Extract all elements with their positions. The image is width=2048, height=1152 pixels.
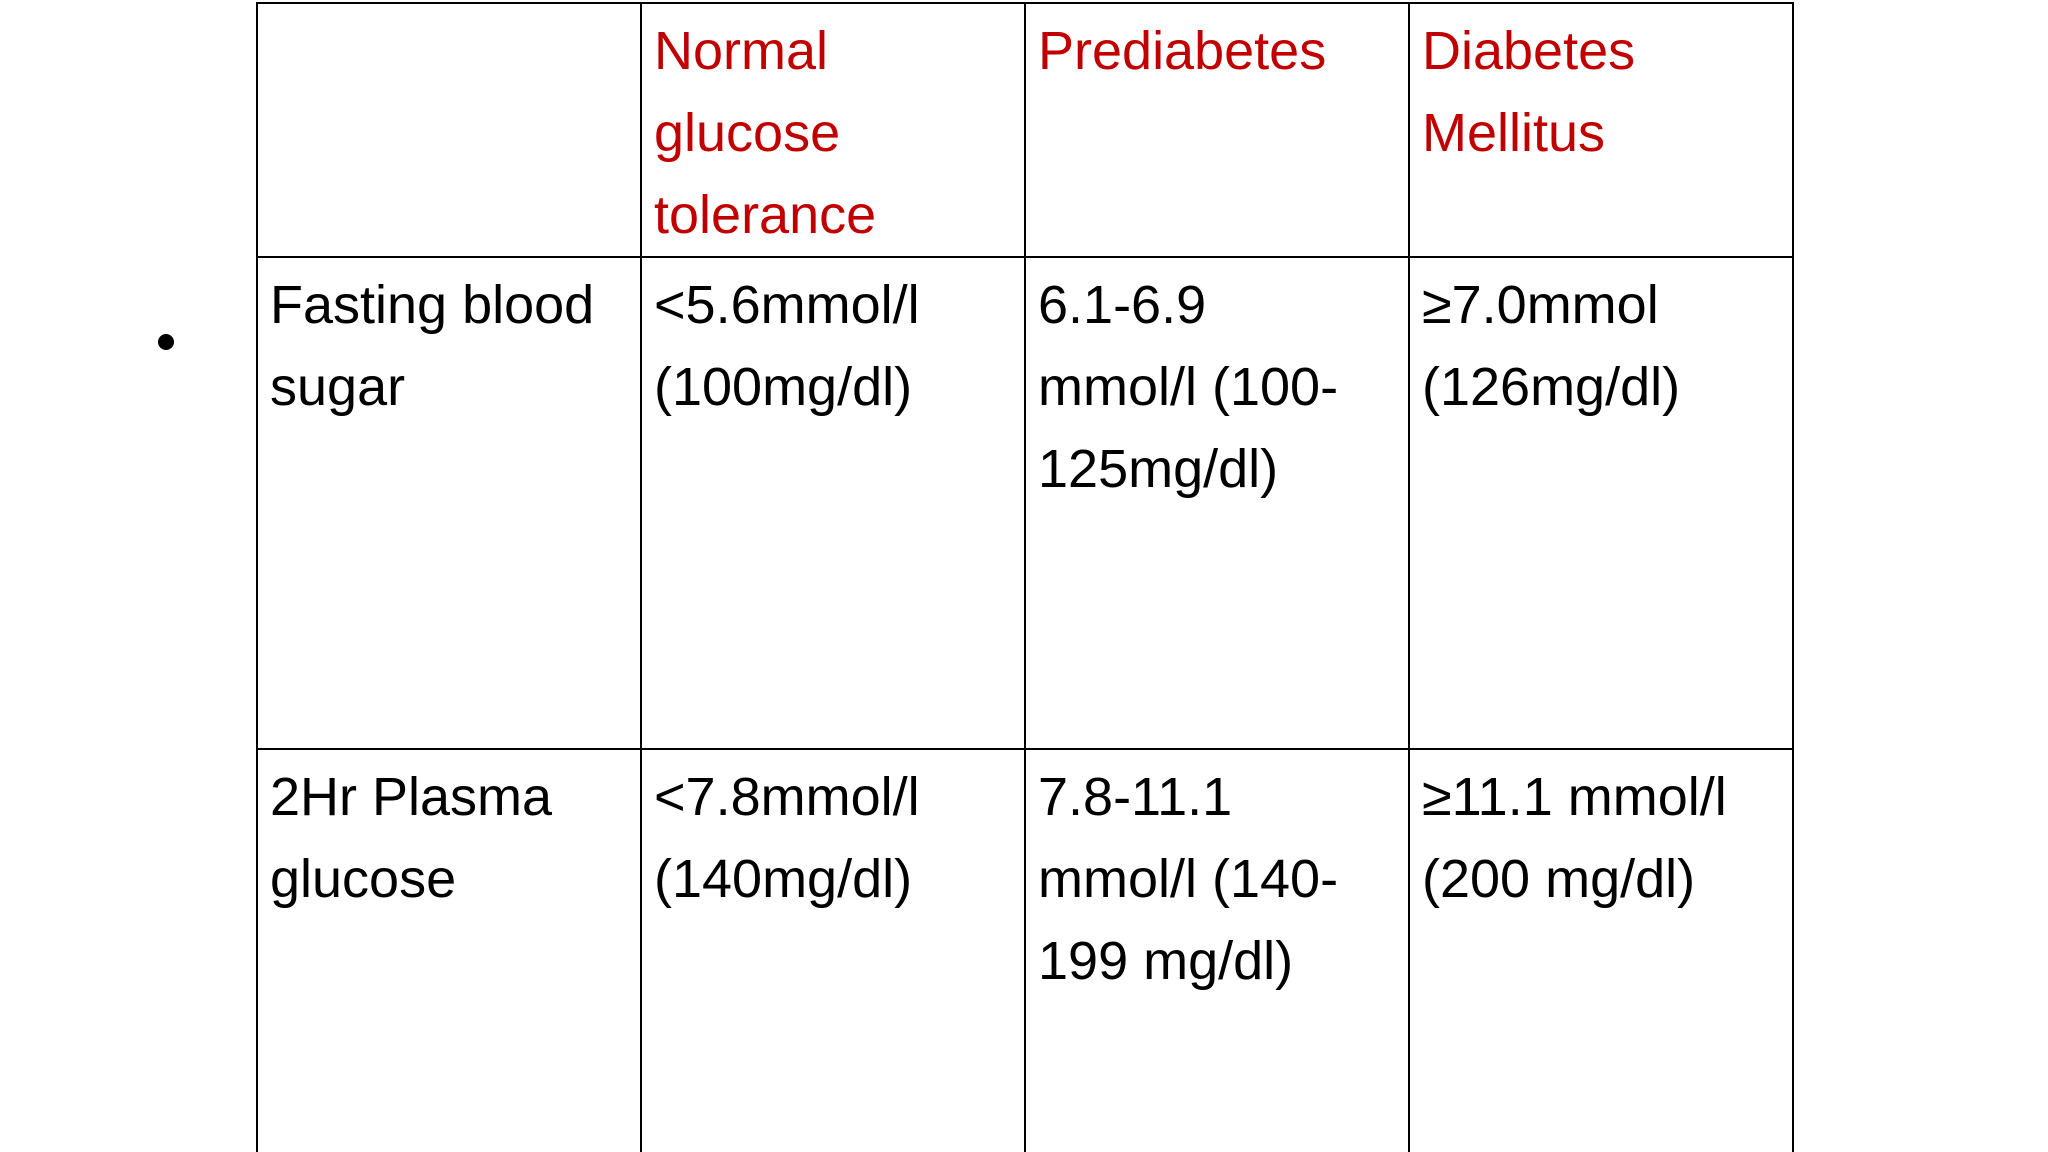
cell-2hr-diabetes: ≥11.1 mmol/l (200 mg/dl) xyxy=(1408,748,1794,1152)
table-row-2hr-plasma-glucose: 2Hr Plasma glucose <7.8mmol/l (140mg/dl)… xyxy=(256,748,1794,1152)
row-label-fasting-blood-sugar: Fasting blood sugar xyxy=(256,256,642,750)
corner-cell xyxy=(256,2,642,258)
bullet-icon xyxy=(158,334,174,350)
cell-2hr-normal: <7.8mmol/l (140mg/dl) xyxy=(640,748,1026,1152)
glucose-criteria-table: Normal glucose tolerance Prediabetes Dia… xyxy=(256,2,1794,1152)
header-cell-diabetes-mellitus: Diabetes Mellitus xyxy=(1408,2,1794,258)
cell-fasting-normal: <5.6mmol/l (100mg/dl) xyxy=(640,256,1026,750)
table-row-fasting-blood-sugar: Fasting blood sugar <5.6mmol/l (100mg/dl… xyxy=(256,256,1794,750)
cell-fasting-diabetes: ≥7.0mmol (126mg/dl) xyxy=(1408,256,1794,750)
cell-2hr-prediabetes: 7.8-11.1 mmol/l (140- 199 mg/dl) xyxy=(1024,748,1410,1152)
header-cell-normal-glucose-tolerance: Normal glucose tolerance xyxy=(640,2,1026,258)
header-cell-prediabetes: Prediabetes xyxy=(1024,2,1410,258)
cell-fasting-prediabetes: 6.1-6.9 mmol/l (100- 125mg/dl) xyxy=(1024,256,1410,750)
row-label-2hr-plasma-glucose: 2Hr Plasma glucose xyxy=(256,748,642,1152)
table-header-row: Normal glucose tolerance Prediabetes Dia… xyxy=(256,2,1794,258)
